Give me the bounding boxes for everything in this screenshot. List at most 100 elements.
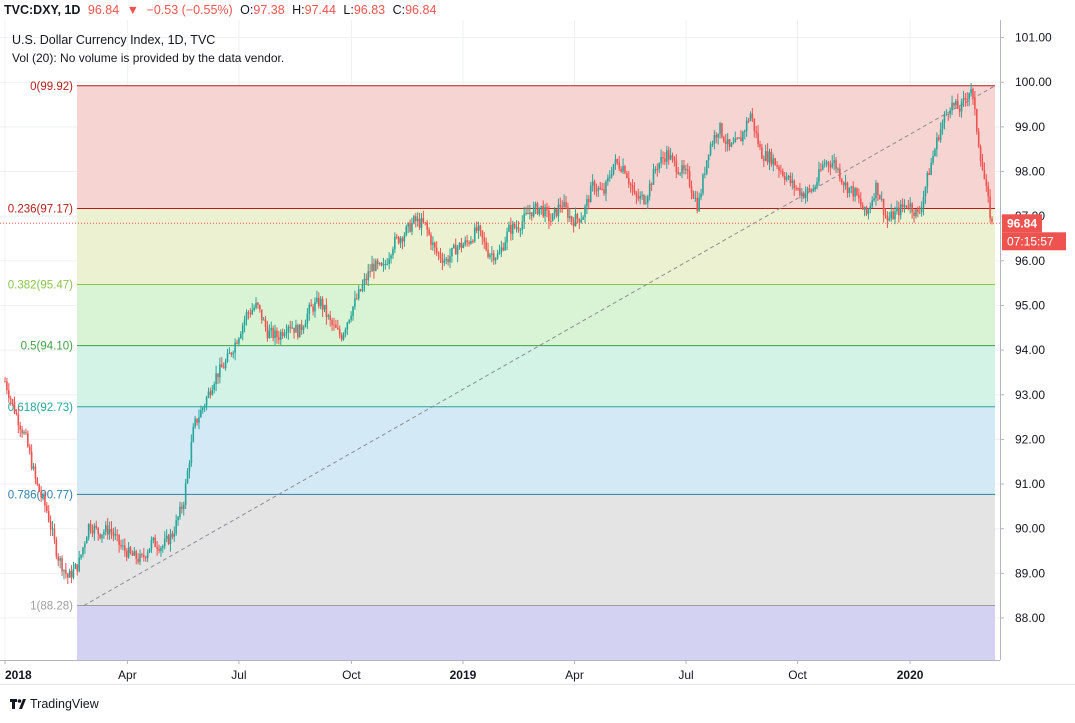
candle-body bbox=[690, 186, 693, 193]
candle-body bbox=[711, 143, 714, 145]
candle-body bbox=[118, 534, 120, 545]
candle-body bbox=[696, 197, 699, 211]
candle-body bbox=[53, 528, 56, 540]
candle-body bbox=[856, 188, 858, 196]
candle-body bbox=[51, 528, 54, 530]
candle-body bbox=[762, 158, 765, 161]
candle-body bbox=[321, 298, 324, 310]
candle-body bbox=[162, 546, 164, 548]
symbol-name[interactable]: TVC:DXY, 1D bbox=[4, 3, 81, 17]
candle-body bbox=[84, 543, 86, 548]
candle-body bbox=[795, 188, 797, 190]
candle-body bbox=[219, 364, 221, 378]
candle-body bbox=[152, 537, 155, 541]
candle-body bbox=[38, 484, 41, 492]
candle-body bbox=[238, 338, 240, 344]
candle-body bbox=[899, 204, 902, 216]
candle-body bbox=[755, 130, 757, 133]
candle-body bbox=[569, 216, 571, 219]
candle-body bbox=[139, 554, 141, 562]
candle-body bbox=[953, 102, 955, 106]
candle-body bbox=[78, 557, 80, 572]
candle-body bbox=[325, 304, 328, 317]
candle-body bbox=[375, 260, 377, 271]
candle-body bbox=[955, 100, 957, 106]
high-value: 97.44 bbox=[304, 3, 336, 17]
candle-body bbox=[884, 214, 887, 216]
candle-body bbox=[182, 504, 185, 509]
candle-body bbox=[787, 175, 790, 178]
candle-body bbox=[599, 187, 602, 190]
candle-body bbox=[496, 253, 499, 259]
fib-zone bbox=[77, 494, 995, 606]
candle-body bbox=[335, 324, 337, 328]
candle-body bbox=[936, 137, 938, 150]
countdown-tag-text: 07:15:57 bbox=[1007, 234, 1054, 248]
candle-body bbox=[588, 199, 590, 203]
candle-body bbox=[846, 182, 849, 193]
candle-body bbox=[338, 329, 341, 336]
candle-body bbox=[519, 229, 522, 231]
candle-body bbox=[747, 120, 750, 122]
candle-body bbox=[87, 523, 90, 538]
candle-body bbox=[163, 538, 166, 547]
candle-body bbox=[125, 550, 128, 558]
time-tick-label: 2019 bbox=[450, 668, 477, 682]
candle-body bbox=[491, 253, 493, 255]
candle-body bbox=[103, 532, 105, 535]
candle-body bbox=[357, 289, 360, 299]
candle-body bbox=[570, 216, 573, 222]
candle-body bbox=[363, 278, 366, 285]
candle-body bbox=[917, 209, 919, 213]
footer-brand[interactable]: TradingView bbox=[10, 697, 99, 711]
candle-body bbox=[156, 546, 158, 549]
time-tick-label: Oct bbox=[788, 668, 807, 682]
candle-body bbox=[333, 324, 335, 326]
candle-body bbox=[734, 138, 737, 143]
candle-body bbox=[873, 198, 875, 201]
candle-body bbox=[597, 187, 600, 191]
candle-body bbox=[437, 252, 440, 254]
time-axis[interactable]: 2018 Apr Jul Oct 2019 Apr Jul Oct 2020 bbox=[0, 660, 1075, 684]
candle-body bbox=[956, 100, 959, 109]
price-tick-label: 91.00 bbox=[1015, 477, 1045, 491]
candle-body bbox=[717, 133, 719, 138]
candle-body bbox=[181, 506, 183, 509]
candle-body bbox=[306, 313, 309, 324]
fib-zone bbox=[77, 605, 995, 663]
candle-body bbox=[279, 332, 282, 340]
candle-body bbox=[272, 328, 274, 339]
candle-body bbox=[783, 175, 786, 180]
candle-body bbox=[369, 271, 371, 273]
candle-body bbox=[72, 568, 75, 578]
candle-body bbox=[257, 302, 259, 305]
candle-body bbox=[930, 162, 932, 175]
candle-body bbox=[681, 165, 683, 174]
close-value: 96.84 bbox=[405, 3, 437, 17]
candle-body bbox=[719, 123, 721, 134]
candle-body bbox=[766, 151, 769, 163]
candle-body bbox=[673, 157, 676, 161]
candle-body bbox=[911, 203, 913, 213]
candle-body bbox=[323, 304, 326, 310]
candle-body bbox=[840, 179, 843, 183]
candle-body bbox=[302, 327, 305, 330]
candle-body bbox=[57, 556, 60, 561]
candle-body bbox=[525, 212, 527, 214]
candle-body bbox=[498, 252, 501, 254]
candle-body bbox=[340, 335, 343, 340]
candle-body bbox=[4, 381, 6, 383]
candle-body bbox=[627, 177, 630, 184]
candle-body bbox=[329, 315, 331, 321]
candle-body bbox=[89, 523, 92, 531]
candle-body bbox=[567, 207, 569, 219]
candle-body bbox=[530, 212, 533, 217]
candle-body bbox=[464, 240, 467, 245]
price-axis[interactable]: 88.00 89.00 90.00 91.00 92.00 93.00 94.00 95.00… bbox=[1000, 0, 1075, 660]
candle-body bbox=[656, 169, 659, 171]
candle-body bbox=[890, 211, 893, 219]
low-label: L: bbox=[343, 3, 354, 17]
candle-body bbox=[934, 149, 936, 157]
